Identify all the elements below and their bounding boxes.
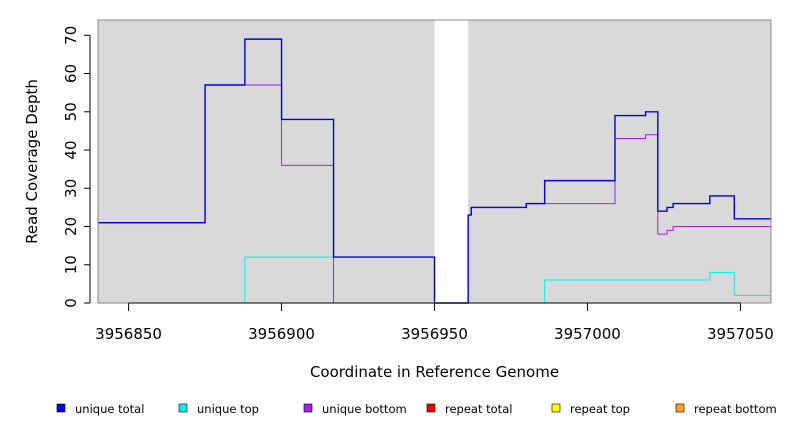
legend-label-unique-total: unique total xyxy=(75,402,144,416)
legend-label-unique-top: unique top xyxy=(197,402,259,416)
legend-swatch-repeat-total xyxy=(426,403,436,413)
legend-swatch-unique-bottom xyxy=(303,403,313,413)
x-tick-label: 3957000 xyxy=(554,325,621,343)
legend-swatch-unique-total xyxy=(56,403,66,413)
legend-label-unique-bottom: unique bottom xyxy=(322,402,407,416)
x-axis-label: Coordinate in Reference Genome xyxy=(310,363,559,381)
shaded-region-1 xyxy=(468,20,771,303)
plot-background xyxy=(98,20,771,303)
y-tick-label: 40 xyxy=(62,140,80,159)
x-tick-label: 3956850 xyxy=(95,325,162,343)
legend-label-repeat-bottom: repeat bottom xyxy=(694,402,777,416)
series-line-unique-total xyxy=(98,38,771,304)
y-tick-label: 70 xyxy=(62,26,80,45)
y-tick-label: 60 xyxy=(62,64,80,83)
legend-label-repeat-top: repeat top xyxy=(570,402,630,416)
legend: unique total unique top unique bottom repea… xyxy=(56,402,777,416)
x-tick-label: 3956900 xyxy=(248,325,315,343)
y-tick-label: 20 xyxy=(62,217,80,236)
y-axis-label: Read Coverage Depth xyxy=(23,79,41,244)
legend-label-repeat-total: repeat total xyxy=(445,402,512,416)
y-tick-label: 10 xyxy=(62,255,80,274)
y-tick-label: 50 xyxy=(62,102,80,121)
y-tick-label: 30 xyxy=(62,179,80,198)
x-tick-label: 3956950 xyxy=(401,325,468,343)
x-axis: 3956850 3956900 3956950 3957000 3957050 xyxy=(95,302,774,343)
y-tick-label: 0 xyxy=(62,298,80,308)
y-axis: 0 10 20 30 40 50 60 70 xyxy=(62,26,91,308)
series-line-unique-top xyxy=(98,256,771,304)
legend-swatch-unique-top xyxy=(178,403,188,413)
legend-swatch-repeat-top xyxy=(551,403,561,413)
legend-swatch-repeat-bottom xyxy=(675,403,685,413)
x-tick-label: 3957050 xyxy=(707,325,774,343)
shaded-region-0 xyxy=(98,20,435,303)
